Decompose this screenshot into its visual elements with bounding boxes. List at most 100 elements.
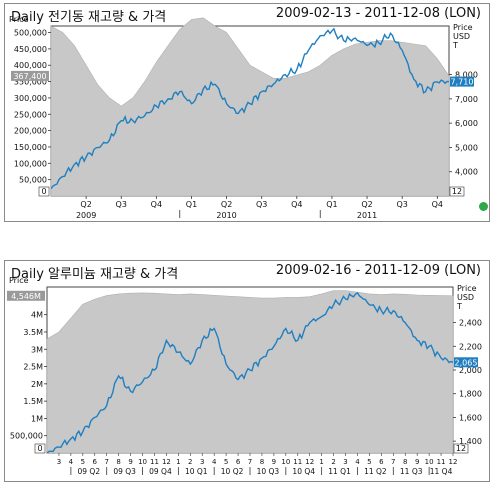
left-tick-label: 2.5M: [23, 363, 43, 372]
right-tick-label: 8,000: [455, 71, 478, 80]
x-tick-label: Q4: [151, 200, 162, 209]
month-label: 3: [200, 458, 204, 466]
left-tick-label: 250,000: [14, 110, 47, 119]
last-stock-label: 4,546M: [11, 292, 41, 301]
right-tick-label: 2,200: [459, 342, 482, 351]
bottom-right-marker: 12: [456, 444, 466, 453]
left-tick-label: 50,000: [19, 176, 47, 185]
date-range: 2009-02-16 - 2011-12-09 (LON): [275, 263, 481, 278]
left-tick-label: 350,000: [14, 78, 47, 87]
left-tick-label: 100,000: [14, 159, 47, 168]
quarter-label: 09 Q4: [149, 467, 172, 476]
left-tick-label: 3M: [31, 345, 43, 354]
chart-title: Daily 전기동 재고량 & 가격: [11, 10, 167, 25]
month-label: 10: [138, 458, 147, 466]
month-label: 9: [128, 458, 132, 466]
copper-chart-svg: Price 500,000 450,000 400,000 350,000 300,000…: [9, 15, 478, 220]
right-tick-label: 1,400: [459, 437, 482, 446]
month-label: 9: [415, 458, 419, 466]
month-label: 1: [176, 458, 180, 466]
price-line: [46, 291, 454, 454]
x-tick-label: Q3: [396, 200, 407, 209]
bottom-left-marker-box: [38, 186, 50, 197]
stock-area: [50, 17, 450, 197]
month-label: 8: [403, 458, 407, 466]
left-tick-label: 4M: [31, 311, 43, 320]
bottom-left-marker: 0: [41, 187, 46, 196]
bottom-right-marker-box: [453, 443, 469, 454]
last-stock-label: 367,400: [13, 72, 46, 81]
chart-title: Daily 알루미늄 재고량 & 가격: [11, 267, 179, 282]
month-label: 6: [236, 458, 241, 466]
left-tick-label: 150,000: [14, 143, 47, 152]
quarter-label: 10 Q1: [185, 467, 208, 476]
last-stock-badge: [11, 70, 49, 81]
aluminum-chart-svg: Price4M3.5M3M2.5M2M1.5M1M500,000PriceUSD…: [7, 276, 482, 476]
date-range: 2009-02-13 - 2011-12-08 (LON): [275, 6, 481, 21]
right-tick-label: 7,000: [455, 95, 478, 104]
month-label: 1: [319, 458, 323, 466]
quarter-label: 10 Q2: [221, 467, 244, 476]
quarter-label: 11 Q1: [328, 467, 351, 476]
year-label: 2010: [216, 211, 236, 220]
month-label: 12: [449, 458, 458, 466]
left-tick-label: 200,000: [14, 127, 47, 136]
month-label: 9: [272, 458, 276, 466]
left-tick-label: 2M: [31, 380, 43, 389]
month-label: 11: [437, 458, 446, 466]
left-tick-label: 500,000: [14, 29, 47, 38]
right-tick-label: 1,600: [459, 413, 482, 422]
bottom-left-marker: 0: [37, 444, 42, 453]
right-tick-label: 1,800: [459, 390, 482, 399]
left-tick-label: 450,000: [14, 45, 47, 54]
x-tick-label: Q2: [221, 200, 232, 209]
month-label: 10: [281, 458, 290, 466]
right-axis-title: Price: [453, 23, 473, 32]
right-tick-label: 6,000: [455, 119, 478, 128]
right-axis-title: USD: [453, 32, 470, 41]
month-label: 10: [425, 458, 434, 466]
x-tick-label: Q2: [361, 200, 372, 209]
month-label: 12: [305, 458, 314, 466]
left-tick-label: 400,000: [14, 61, 47, 70]
month-label: 2: [331, 458, 335, 466]
stock-area: [46, 290, 454, 454]
x-tick-label: Q3: [256, 200, 267, 209]
aluminum-chart-panel: Daily 알루미늄 재고량 & 가격 2009-02-16 - 2011-12…: [4, 260, 490, 482]
right-axis-title: T: [452, 41, 458, 50]
month-label: 4: [212, 458, 217, 466]
left-tick-label: 3.5M: [23, 328, 43, 337]
month-label: 5: [367, 458, 371, 466]
left-tick-label: 300,000: [14, 94, 47, 103]
left-tick-label: 1M: [31, 414, 43, 423]
last-stock-badge: [7, 290, 45, 301]
right-tick-label: 5,000: [455, 143, 478, 152]
right-axis-title: Price: [457, 284, 477, 293]
month-label: 4: [355, 458, 360, 466]
quarter-label: 11 Q2: [364, 467, 387, 476]
price-line: [50, 27, 450, 190]
month-label: 7: [248, 458, 252, 466]
left-axis-title: Price: [9, 15, 29, 24]
month-label: 6: [93, 458, 98, 466]
green-dot-icon[interactable]: [479, 202, 488, 211]
month-label: 3: [343, 458, 347, 466]
month-label: 5: [81, 458, 85, 466]
bottom-left-marker-box: [34, 443, 46, 454]
last-price-label: 2,065: [455, 358, 478, 367]
left-tick-label: 500,000: [10, 432, 43, 441]
month-label: 7: [104, 458, 108, 466]
month-label: 2: [188, 458, 192, 466]
month-label: 7: [391, 458, 395, 466]
month-label: 8: [260, 458, 264, 466]
last-price-badge: [450, 76, 474, 87]
quarter-label: 10 Q4: [292, 467, 315, 476]
month-label: 11: [293, 458, 302, 466]
year-label: 2011: [357, 211, 377, 220]
right-axis-title: USD: [457, 293, 474, 302]
month-label: 11: [150, 458, 159, 466]
month-label: 4: [69, 458, 74, 466]
last-price-badge: [454, 357, 478, 368]
last-price-label: 7,710: [451, 78, 474, 87]
month-label: 12: [162, 458, 171, 466]
